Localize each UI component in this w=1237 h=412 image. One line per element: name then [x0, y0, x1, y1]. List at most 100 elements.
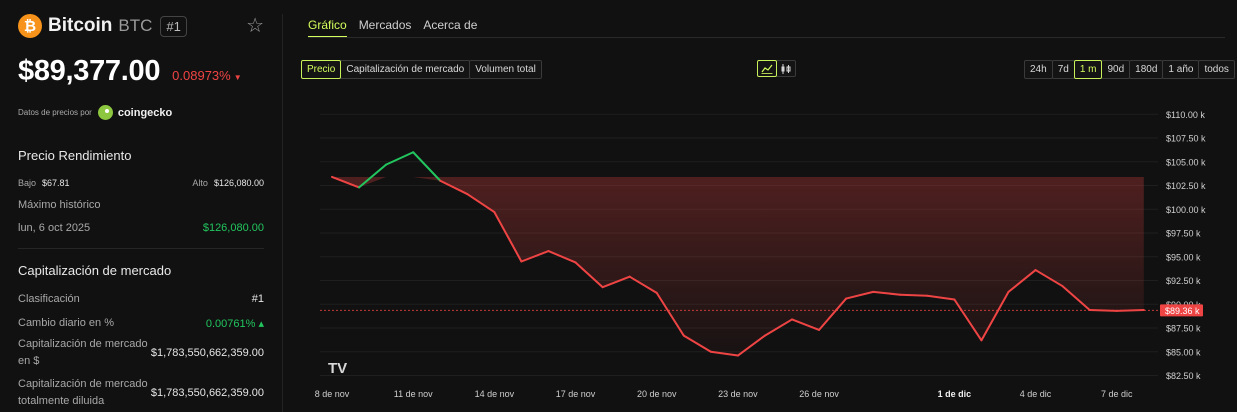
chart-lines — [331, 151, 1145, 357]
price-line-segment — [655, 291, 685, 337]
price-line-segment — [980, 290, 1010, 342]
x-tick-label: 20 de nov — [637, 389, 677, 399]
coin-header: ₿ Bitcoin BTC #1 ☆ — [18, 14, 264, 38]
daily-change-value: 0.00761% ▴ — [205, 318, 264, 330]
price-line-segment — [1061, 285, 1091, 311]
tradingview-watermark: TV — [328, 360, 347, 377]
section-divider — [18, 248, 264, 249]
y-tick-label: $82.50 k — [1166, 371, 1201, 381]
tab-underline-rail — [308, 37, 1225, 38]
high-price: Alto $126,080.00 — [192, 178, 264, 188]
candlestick-chart-icon[interactable] — [776, 60, 796, 77]
chart-grid — [320, 113, 1158, 376]
range-90d-button[interactable]: 90d — [1101, 60, 1131, 79]
price-line-segment — [439, 179, 469, 196]
tab-about[interactable]: Acerca de — [423, 18, 478, 32]
y-tick-label: $95.00 k — [1166, 252, 1201, 262]
down-arrow-icon: ▼ — [233, 73, 242, 82]
price-line-segment — [791, 318, 821, 331]
tab-bar: Gráfico Mercados Acerca de — [308, 18, 489, 37]
current-price-label: $89.36 k — [1165, 306, 1200, 316]
low-price: Bajo $67.81 — [18, 178, 70, 188]
market-cap-button[interactable]: Capitalización de mercado — [340, 60, 471, 79]
x-tick-label: 17 de nov — [556, 389, 596, 399]
x-tick-label: 14 de nov — [475, 389, 515, 399]
price-line-segment — [709, 350, 739, 357]
ath-row: lun, 6 oct 2025 $126,080.00 — [18, 222, 264, 234]
daily-change-row: Cambio diario en % 0.00761% ▴ — [18, 317, 264, 330]
coin-name: Bitcoin — [48, 15, 113, 36]
y-tick-label: $85.00 k — [1166, 347, 1201, 357]
x-tick-label: 23 de nov — [718, 389, 758, 399]
low-label: Bajo — [18, 178, 37, 188]
high-label: Alto — [192, 178, 208, 188]
price-line-segment — [358, 163, 388, 189]
range-7d-button[interactable]: 7d — [1051, 60, 1075, 79]
coingecko-logo-icon — [97, 105, 113, 120]
price-change-value: 0.08973% — [172, 68, 231, 83]
range-all-button[interactable]: todos — [1198, 60, 1235, 79]
ath-date: lun, 6 oct 2025 — [18, 222, 91, 234]
market-cap-title: Capitalización de mercado — [18, 263, 172, 278]
range-1y-button[interactable]: 1 año — [1162, 60, 1200, 79]
ath-value: $126,080.00 — [202, 222, 264, 234]
price-line-segment — [682, 334, 712, 353]
price-line-segment — [926, 294, 956, 301]
panel-separator — [282, 14, 283, 412]
price-button[interactable]: Precio — [301, 60, 342, 79]
price-line-segment — [1034, 269, 1064, 288]
fdv-value: $1,783,550,662,359.00 — [150, 387, 264, 399]
x-tick-label: 4 de dic — [1020, 389, 1052, 399]
x-tick-label: 1 de dic — [938, 389, 972, 399]
metric-toggle: Precio Capitalización de mercado Volumen… — [301, 60, 542, 79]
price-line-segment — [385, 151, 415, 166]
y-tick-label: $107.50 k — [1166, 134, 1206, 144]
price-line-segment — [628, 275, 658, 294]
price-line-segment — [1115, 308, 1145, 312]
favorite-star-icon[interactable]: ☆ — [246, 15, 264, 37]
price-line-segment — [520, 250, 550, 263]
x-tick-label: 26 de nov — [799, 389, 839, 399]
volume-button[interactable]: Volumen total — [469, 60, 542, 79]
y-tick-label: $90.00 k — [1166, 300, 1201, 310]
y-tick-label: $87.50 k — [1166, 324, 1201, 334]
data-source: Datos de precios por coingecko — [18, 105, 172, 120]
range-180d-button[interactable]: 180d — [1129, 60, 1164, 79]
tab-markets[interactable]: Mercados — [358, 18, 412, 32]
tradingview-watermark-icon: TV — [328, 360, 347, 377]
tab-chart[interactable]: Gráfico — [308, 18, 347, 37]
coingecko-link[interactable]: coingecko — [117, 106, 173, 119]
y-tick-label: $105.00 k — [1166, 157, 1206, 167]
price-line-segment — [601, 275, 631, 289]
range-24h-button[interactable]: 24h — [1024, 60, 1053, 79]
x-tick-label: 8 de nov — [315, 389, 350, 399]
y-tick-label: $92.50 k — [1166, 276, 1201, 286]
price-line-segment — [872, 290, 902, 296]
rank-label: Clasificación — [18, 293, 80, 305]
line-chart-icon[interactable] — [757, 60, 777, 77]
range-1m-button[interactable]: 1 m — [1073, 60, 1103, 79]
chart-area-fill — [332, 176, 1144, 356]
x-tick-label: 11 de nov — [394, 389, 433, 399]
current-price-marker: $89.36 k — [320, 304, 1203, 317]
market-cap-value: $1,783,550,662,359.00 — [150, 347, 264, 359]
rank-badge: #1 — [160, 15, 187, 37]
chart-type-toggle — [757, 60, 796, 77]
current-price: $89,377.00 — [18, 55, 161, 87]
price-change: 0.08973% ▼ — [172, 68, 241, 83]
low-value: $67.81 — [42, 178, 70, 188]
y-axis: $82.50 k $85.00 k $87.50 k $90.00 k $92.50 k… — [1166, 110, 1206, 381]
time-range-toggle: 24h 7d 1 m 90d 180d 1 año todos — [1024, 60, 1235, 79]
price-line-segment — [845, 290, 875, 300]
price-line-segment — [953, 298, 983, 342]
y-tick-label: $100.00 k — [1166, 205, 1206, 215]
x-axis: 8 de nov 11 de nov 14 de nov 17 de nov 20 de… — [315, 389, 1133, 399]
rank-row: Clasificación #1 — [18, 293, 264, 305]
performance-title: Precio Rendimiento — [18, 148, 132, 163]
fdv-row: Capitalización de mercado totalmente dil… — [18, 376, 264, 410]
price-line-segment — [493, 211, 523, 263]
daily-change-label: Cambio diario en % — [18, 317, 114, 329]
price-line-segment — [412, 151, 442, 182]
rank-value: #1 — [251, 293, 264, 305]
coin-symbol: BTC — [118, 16, 153, 35]
